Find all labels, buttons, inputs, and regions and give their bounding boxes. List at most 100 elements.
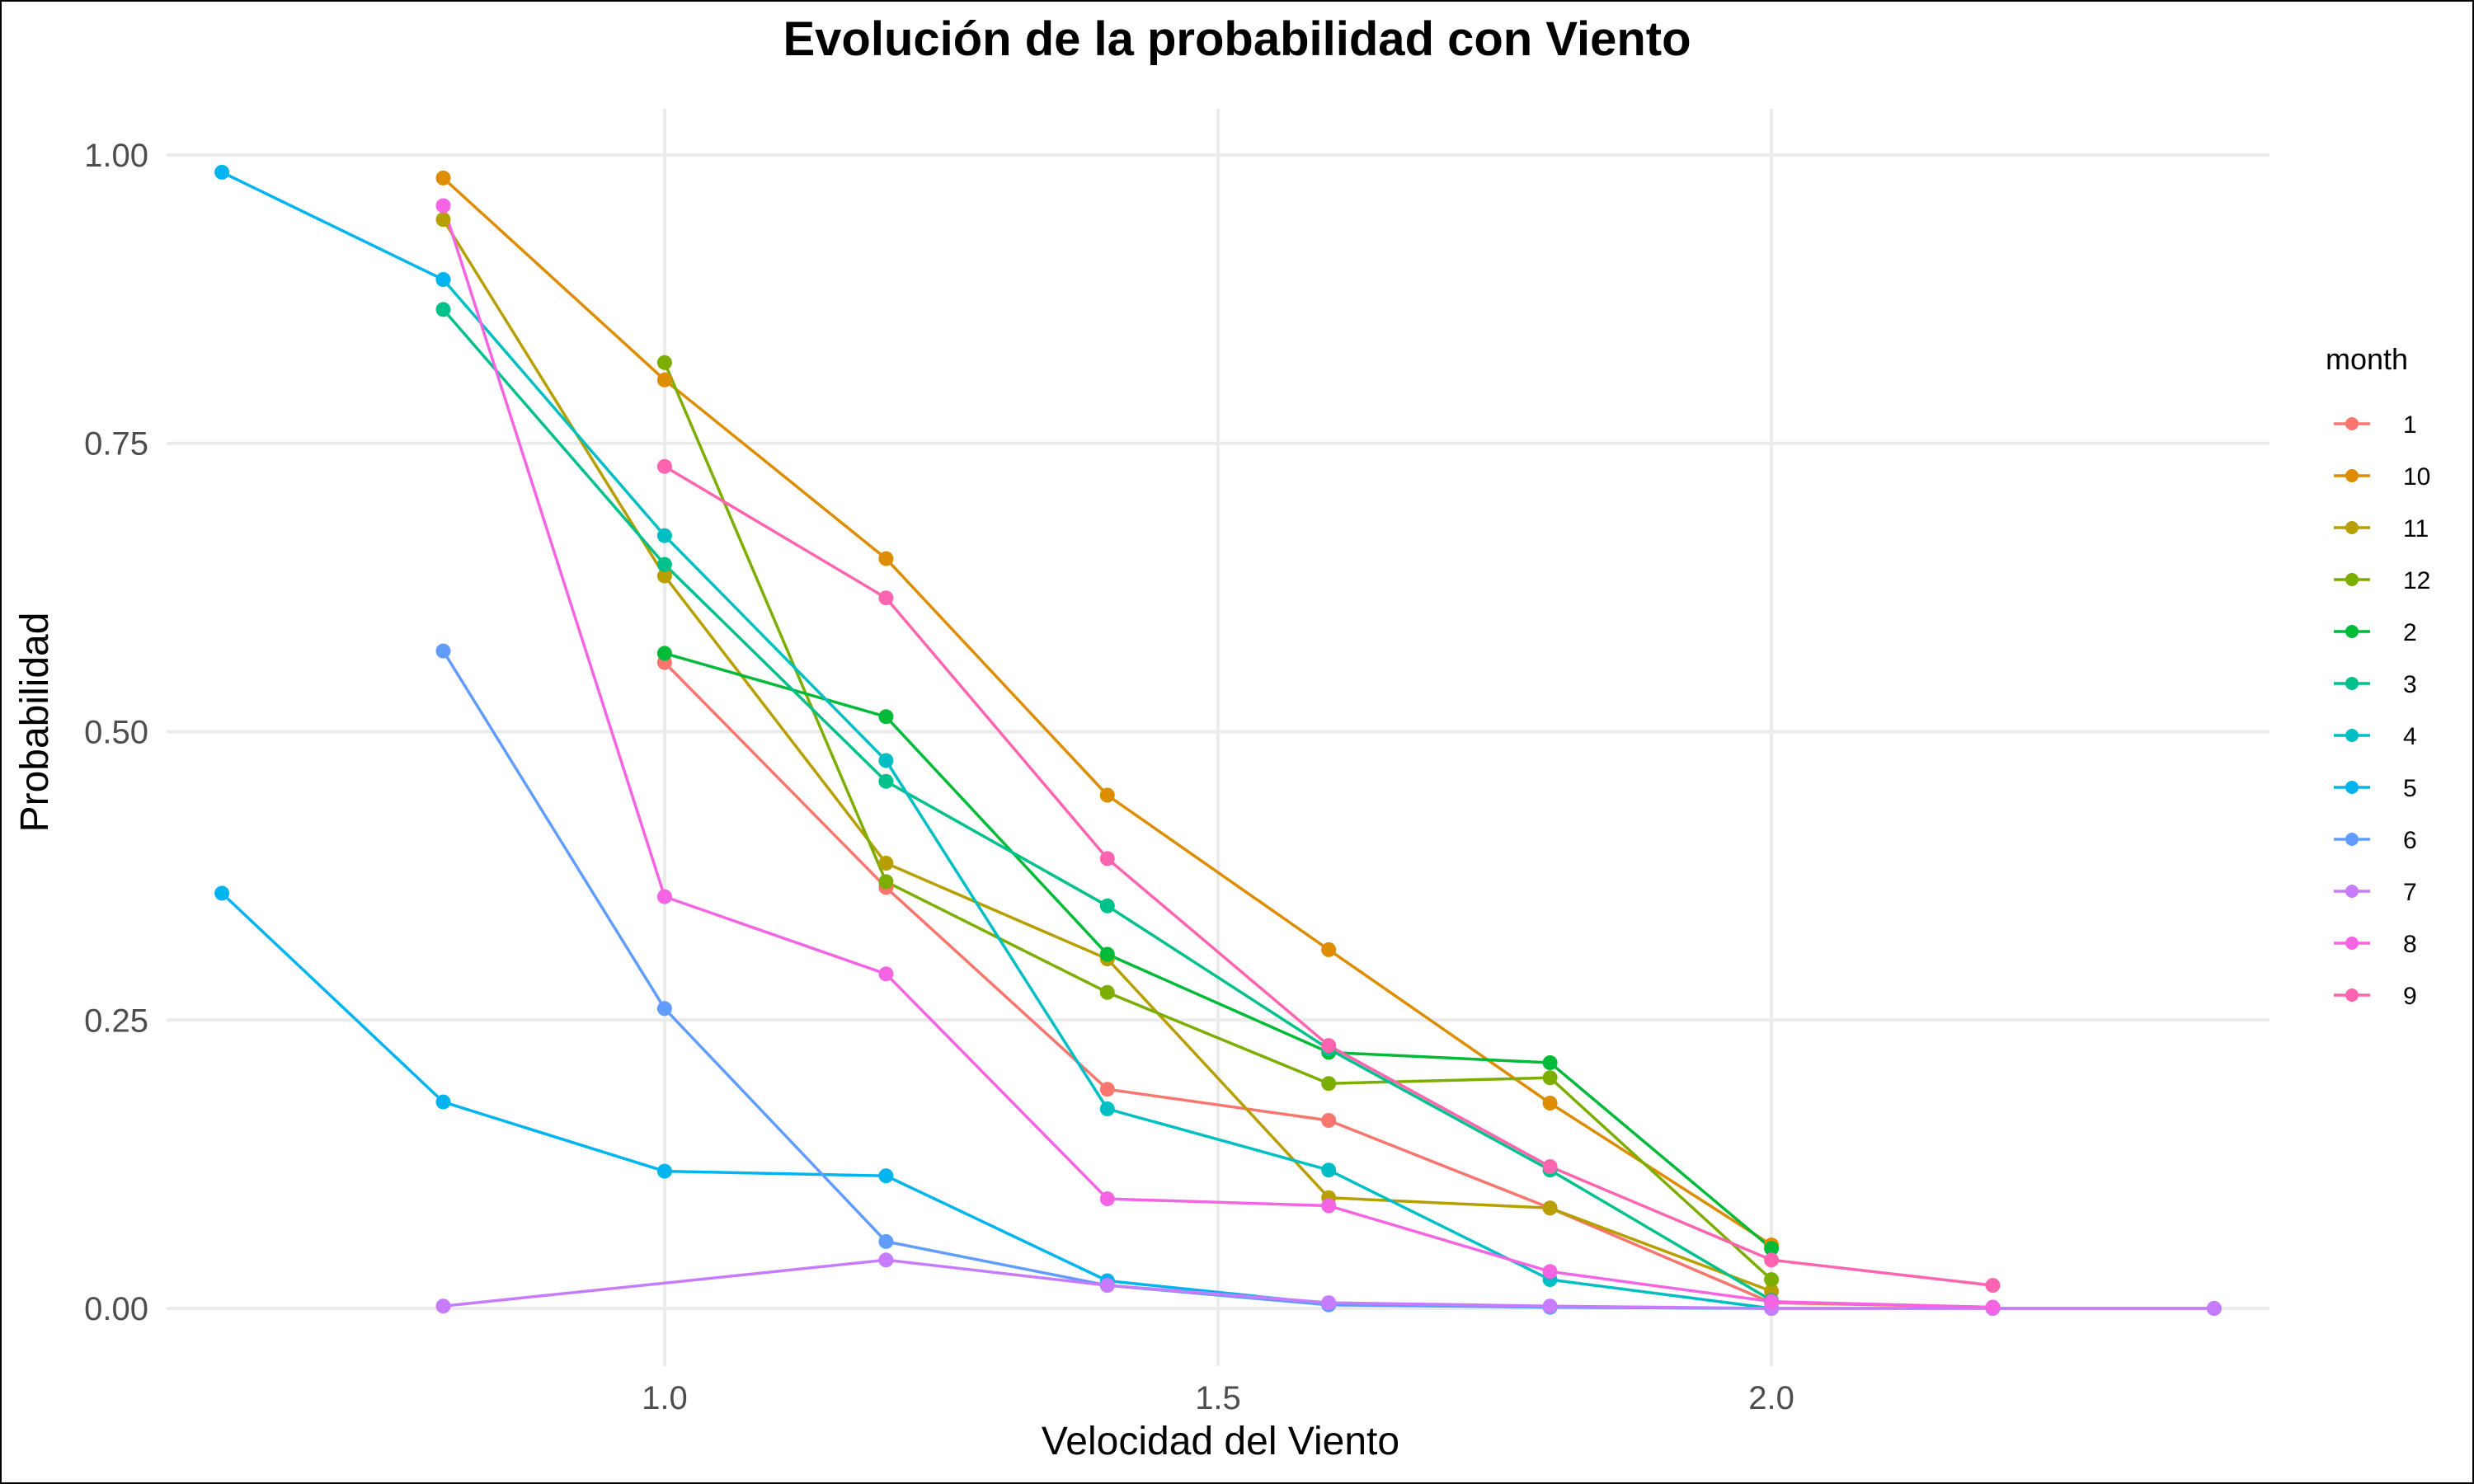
legend-label: 2 [2403, 619, 2417, 646]
legend-key-point [2345, 885, 2359, 898]
legend-key-point [2345, 521, 2359, 534]
data-point-10 [878, 551, 894, 566]
data-point-4 [1321, 1162, 1337, 1178]
data-point-2 [1764, 1241, 1780, 1256]
data-point-11 [656, 568, 672, 584]
series-line-11 [442, 218, 1772, 1293]
legend-label: 3 [2403, 671, 2417, 698]
y-axis-ticks: 0.00 0.25 0.50 0.75 1.00 [84, 138, 148, 1327]
x-axis-title: Velocidad del Viento [1042, 1420, 1399, 1463]
legend-label: 5 [2403, 775, 2417, 802]
data-point-12 [1764, 1272, 1780, 1288]
series-line-5 [221, 171, 444, 281]
data-point-9 [1985, 1278, 2001, 1294]
data-point-10 [1321, 942, 1337, 957]
data-point-8 [435, 198, 451, 214]
data-point-12 [878, 874, 894, 890]
series-line-5 [220, 892, 1772, 1310]
data-point-2 [1542, 1055, 1558, 1070]
data-point-11 [1542, 1200, 1558, 1216]
data-point-8 [878, 966, 894, 982]
data-point-10 [656, 372, 672, 387]
legend-key-point [2345, 469, 2359, 482]
data-point-8 [1764, 1294, 1780, 1309]
y-tick-label: 0.25 [84, 1003, 148, 1039]
data-point-11 [878, 856, 894, 871]
data-point-12 [1099, 984, 1115, 1000]
legend-label: 12 [2403, 567, 2430, 594]
data-point-7 [435, 1298, 451, 1314]
data-point-10 [1542, 1096, 1558, 1111]
x-tick-label: 1.5 [1195, 1380, 1241, 1416]
data-point-1 [1321, 1113, 1337, 1128]
x-tick-label: 2.0 [1748, 1380, 1794, 1416]
data-point-10 [1099, 787, 1115, 803]
legend-item-7: 7 [2334, 879, 2417, 906]
series-layer [214, 164, 2222, 1316]
legend-key-point [2345, 781, 2359, 794]
legend-key-point [2345, 677, 2359, 690]
data-point-7 [1099, 1278, 1115, 1294]
data-point-10 [435, 170, 451, 186]
data-point-3 [878, 773, 894, 789]
data-point-8 [1985, 1299, 2001, 1315]
series-line-7 [443, 1258, 2214, 1310]
grid [167, 109, 2269, 1366]
data-point-3 [1099, 898, 1115, 913]
legend-item-5: 5 [2334, 775, 2417, 802]
data-point-3 [435, 302, 451, 317]
data-point-3 [656, 556, 672, 572]
data-point-2 [878, 709, 894, 725]
legend-label: 10 [2403, 463, 2430, 491]
legend-key-point [2345, 625, 2359, 638]
data-point-6 [435, 643, 451, 659]
data-point-9 [1099, 851, 1115, 866]
legend-label: 9 [2403, 983, 2417, 1010]
data-point-7 [1321, 1295, 1337, 1311]
legend-items: 1 10 11 12 2 3 4 5 6 7 8 9 [2334, 411, 2430, 1010]
data-point-6 [656, 1001, 672, 1017]
data-point-5 [214, 164, 230, 180]
legend-title: month [2326, 342, 2408, 376]
legend-label: 4 [2403, 723, 2417, 750]
legend-item-8: 8 [2334, 931, 2417, 958]
series-line-3 [442, 308, 1772, 1302]
data-point-5 [435, 1094, 451, 1110]
legend-label: 7 [2403, 879, 2417, 906]
legend: month 1 10 11 12 2 3 4 5 6 7 8 9 [2326, 342, 2430, 1010]
legend-key-point [2345, 417, 2359, 430]
data-point-12 [1542, 1070, 1558, 1086]
data-point-2 [656, 646, 672, 661]
series-line-12 [663, 362, 1773, 1281]
data-point-6 [878, 1233, 894, 1249]
x-axis-ticks: 1.0 1.5 2.0 [642, 1380, 1794, 1416]
data-point-11 [435, 212, 451, 228]
data-point-8 [656, 889, 672, 904]
data-point-5 [878, 1168, 894, 1184]
data-point-12 [656, 355, 672, 370]
data-point-9 [1764, 1252, 1780, 1268]
y-tick-label: 0.00 [84, 1291, 148, 1327]
data-point-12 [1321, 1076, 1337, 1092]
data-point-9 [656, 458, 672, 474]
legend-item-1: 1 [2334, 411, 2417, 439]
legend-key-point [2345, 729, 2359, 742]
legend-item-3: 3 [2334, 671, 2417, 698]
data-point-4 [656, 528, 672, 543]
data-point-8 [1542, 1264, 1558, 1280]
legend-label: 6 [2403, 827, 2417, 854]
data-point-7 [878, 1252, 894, 1268]
chart-title: Evolución de la probabilidad con Viento [783, 12, 1691, 66]
legend-key-point [2345, 833, 2359, 846]
legend-item-11: 11 [2334, 515, 2429, 542]
y-axis-title: Probabilidad [13, 613, 57, 833]
legend-item-10: 10 [2334, 463, 2430, 491]
legend-item-2: 2 [2334, 619, 2417, 646]
legend-label: 1 [2403, 411, 2417, 439]
legend-key-point [2345, 989, 2359, 1002]
data-point-5 [214, 885, 230, 901]
data-point-8 [1099, 1191, 1115, 1207]
x-tick-label: 1.0 [642, 1380, 688, 1416]
legend-label: 11 [2403, 515, 2429, 542]
